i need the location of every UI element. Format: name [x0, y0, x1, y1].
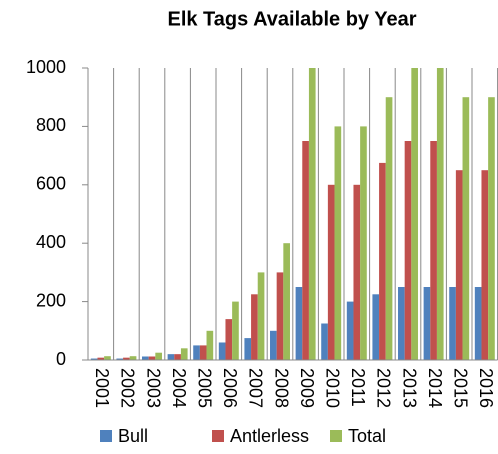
- bar: [244, 338, 252, 360]
- chart-title: Elk Tags Available by Year: [167, 8, 416, 30]
- y-tick-label: 200: [36, 290, 66, 310]
- y-tick-label: 1000: [26, 57, 66, 77]
- bar: [436, 68, 444, 360]
- bar: [379, 162, 386, 360]
- bar: [308, 68, 316, 360]
- bar: [353, 184, 361, 360]
- bar: [251, 294, 258, 360]
- bar: [481, 170, 489, 360]
- bar: [360, 126, 367, 361]
- bar: [283, 243, 290, 360]
- bar: [327, 184, 335, 360]
- x-tick-label: 2008: [271, 368, 291, 408]
- bar: [474, 287, 482, 360]
- bar: [488, 97, 495, 360]
- bar: [218, 342, 226, 360]
- y-tick-label: 800: [36, 115, 66, 135]
- bar: [295, 287, 303, 360]
- x-tick-label: 2001: [92, 368, 112, 408]
- bar: [270, 330, 277, 360]
- legend-label: Bull: [118, 426, 148, 446]
- bar: [142, 356, 149, 360]
- bar: [398, 287, 405, 360]
- bar: [167, 354, 175, 360]
- bar: [411, 68, 418, 360]
- bar: [372, 294, 380, 360]
- x-tick-label: 2003: [143, 368, 163, 408]
- bar: [225, 319, 233, 360]
- legend-swatch: [330, 430, 342, 442]
- x-tick-label: 2014: [425, 368, 445, 408]
- x-tick-label: 2011: [348, 368, 368, 407]
- bar: [404, 141, 412, 360]
- x-tick-label: 2015: [450, 368, 470, 408]
- bar: [129, 356, 137, 360]
- bar: [430, 141, 437, 360]
- bar: [174, 354, 181, 360]
- bar: [232, 301, 239, 360]
- bar: [155, 352, 162, 360]
- bar: [199, 345, 207, 360]
- bar: [302, 141, 309, 360]
- bar: [385, 97, 393, 360]
- legend-label: Antlerless: [230, 426, 309, 446]
- bar: [449, 287, 456, 360]
- bar: [334, 126, 342, 361]
- legend-label: Total: [348, 426, 386, 446]
- x-tick-label: 2004: [169, 368, 189, 408]
- bar: [346, 301, 354, 360]
- x-tick-label: 2012: [374, 368, 394, 408]
- x-tick-label: 2010: [322, 368, 342, 408]
- x-tick-label: 2006: [220, 368, 240, 408]
- bar: [193, 345, 200, 360]
- bar: [462, 97, 470, 360]
- x-tick-label: 2002: [118, 368, 138, 408]
- bar: [206, 330, 214, 360]
- bar: [423, 287, 431, 360]
- y-tick-label: 600: [36, 174, 66, 194]
- bar: [123, 357, 130, 360]
- x-tick-label: 2016: [476, 368, 496, 408]
- bar: [148, 356, 156, 360]
- bar: [97, 357, 105, 360]
- y-tick-label: 400: [36, 232, 66, 252]
- legend-swatch: [100, 430, 112, 442]
- bar: [104, 356, 111, 360]
- bar: [276, 272, 284, 360]
- x-tick-label: 2009: [297, 368, 317, 408]
- y-tick-label: 0: [56, 349, 66, 369]
- bar: [257, 272, 265, 360]
- bar: [180, 348, 188, 360]
- x-tick-label: 2007: [246, 368, 266, 408]
- bar: [321, 323, 328, 360]
- legend-swatch: [212, 430, 224, 442]
- bar: [455, 170, 463, 360]
- bar: [116, 358, 124, 360]
- bar: [90, 358, 98, 360]
- x-tick-label: 2013: [399, 368, 419, 408]
- x-tick-label: 2005: [194, 368, 214, 408]
